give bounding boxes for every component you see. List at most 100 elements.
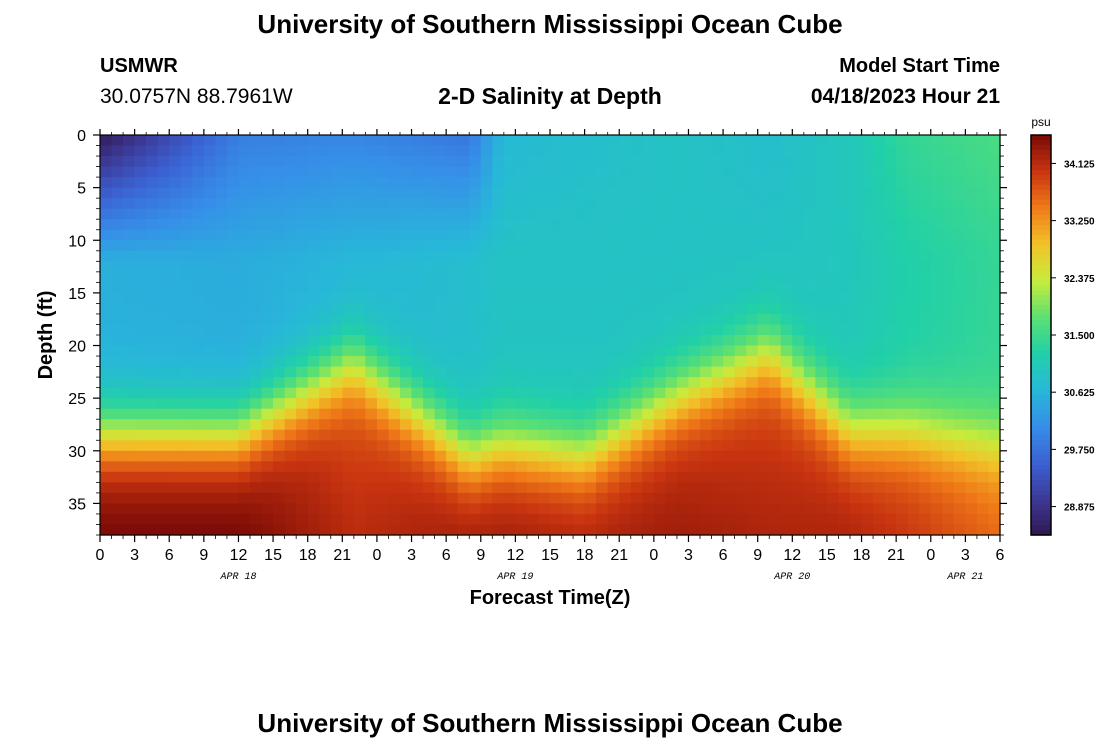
heatmap-cell: [884, 492, 897, 505]
heatmap-cell: [446, 408, 459, 420]
heatmap-cell: [815, 450, 828, 462]
heatmap-cell: [492, 250, 505, 262]
heatmap-cell: [319, 145, 332, 157]
heatmap-cell: [123, 440, 136, 452]
heatmap-cell: [976, 450, 990, 462]
heatmap-cell: [169, 271, 182, 283]
heatmap-cell: [203, 261, 216, 273]
heatmap-cell: [330, 356, 343, 368]
heatmap-cell: [965, 240, 978, 252]
heatmap-cell: [192, 524, 205, 536]
heatmap-cell: [584, 187, 597, 199]
heatmap-cell: [596, 429, 609, 441]
heatmap-cell: [215, 419, 228, 431]
heatmap-cell: [307, 271, 320, 283]
heatmap-cell: [884, 356, 897, 368]
heatmap-cell: [688, 387, 701, 399]
colorbar-segment: [1031, 370, 1051, 376]
heatmap-cell: [930, 492, 943, 505]
colorbar-segment: [1031, 475, 1051, 481]
heatmap-cell: [365, 335, 378, 347]
heatmap-cell: [850, 240, 863, 252]
heatmap-cell: [192, 261, 205, 273]
heatmap-cell: [469, 440, 482, 452]
heatmap-cell: [319, 345, 332, 357]
heatmap-cell: [180, 145, 193, 157]
heatmap-cell: [780, 145, 793, 157]
heatmap-cell: [988, 324, 1001, 336]
heatmap-cell: [850, 303, 863, 315]
station-id: USMWR: [100, 55, 178, 77]
heatmap-cell: [953, 482, 966, 494]
heatmap-cell: [296, 471, 309, 483]
heatmap-cell: [700, 356, 713, 368]
heatmap-cell: [723, 440, 736, 452]
heatmap-cell: [976, 366, 990, 378]
heatmap-cell: [676, 271, 690, 283]
heatmap-cell: [861, 303, 874, 315]
x-tick-label: 15: [541, 547, 559, 564]
heatmap-cell: [884, 250, 897, 262]
heatmap-cell: [861, 271, 874, 283]
heatmap-cell: [584, 429, 597, 441]
heatmap-cell: [400, 524, 413, 536]
heatmap-cell: [100, 419, 113, 431]
heatmap-cell: [838, 166, 851, 178]
heatmap-cell: [469, 313, 482, 326]
heatmap-cell: [411, 524, 424, 536]
heatmap-cell: [642, 345, 655, 357]
heatmap-cell: [134, 324, 147, 336]
heatmap-cell: [942, 324, 955, 336]
heatmap-cell: [111, 282, 124, 294]
heatmap-cell: [723, 471, 736, 483]
heatmap-cell: [100, 240, 113, 252]
colorbar-unit: psu: [1031, 115, 1050, 129]
heatmap-cell: [688, 429, 701, 441]
heatmap-cell: [942, 524, 955, 536]
heatmap-cell: [976, 229, 990, 241]
heatmap-cell: [619, 229, 632, 241]
heatmap-cell: [734, 324, 747, 336]
heatmap-cell: [665, 461, 678, 473]
heatmap-cell: [607, 366, 620, 378]
heatmap-cell: [203, 503, 216, 515]
heatmap-cell: [376, 292, 390, 305]
heatmap-cell: [769, 303, 782, 315]
heatmap-cell: [400, 208, 413, 220]
heatmap-cell: [619, 166, 632, 178]
heatmap-cell: [342, 335, 355, 347]
heatmap-cell: [203, 240, 216, 252]
heatmap-cell: [700, 419, 713, 431]
heatmap-cell: [653, 271, 666, 283]
heatmap-cell: [273, 303, 286, 315]
heatmap-cell: [930, 335, 943, 347]
heatmap-cell: [180, 292, 193, 305]
heatmap-cell: [457, 324, 470, 336]
heatmap-cell: [780, 408, 793, 420]
heatmap-cell: [319, 135, 332, 147]
heatmap-cell: [365, 513, 378, 526]
heatmap-cell: [896, 335, 909, 347]
heatmap-cell: [976, 471, 990, 483]
heatmap-cell: [873, 398, 886, 410]
heatmap-cell: [596, 492, 609, 505]
heatmap-cell: [226, 261, 240, 273]
heatmap-cell: [873, 166, 886, 178]
heatmap-cell: [123, 450, 136, 462]
colorbar-segment: [1031, 250, 1051, 256]
heatmap-cell: [353, 198, 366, 210]
heatmap-cell: [376, 271, 390, 283]
heatmap-cell: [769, 482, 782, 494]
heatmap-cell: [226, 324, 240, 336]
heatmap-cell: [873, 335, 886, 347]
heatmap-cell: [215, 187, 228, 199]
heatmap-cell: [826, 198, 840, 210]
heatmap-cell: [619, 282, 632, 294]
heatmap-cell: [376, 335, 390, 347]
heatmap-cell: [907, 513, 920, 526]
heatmap-cell: [746, 177, 759, 189]
heatmap-cell: [123, 156, 136, 168]
heatmap-cell: [584, 261, 597, 273]
heatmap-cell: [480, 513, 493, 526]
heatmap-cell: [180, 471, 193, 483]
